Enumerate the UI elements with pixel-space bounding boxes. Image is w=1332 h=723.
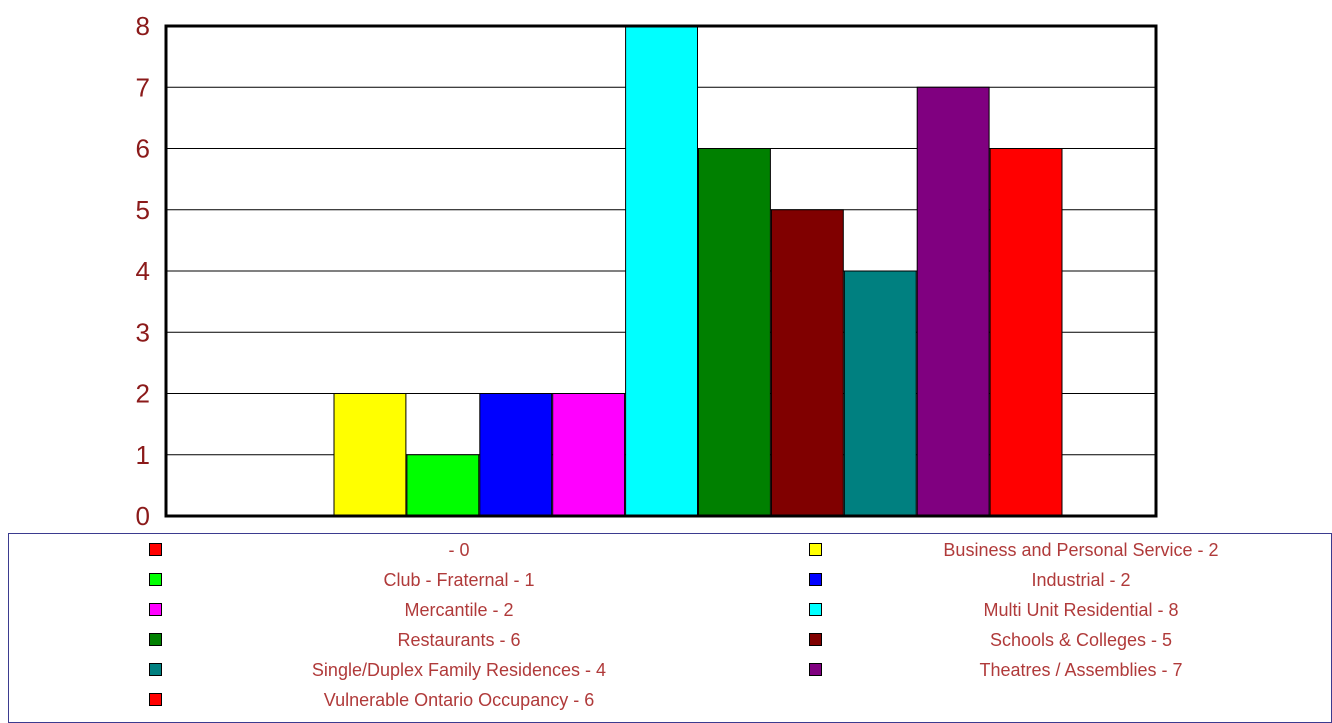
legend-item: Single/Duplex Family Residences - 4 xyxy=(9,660,669,690)
legend-swatch xyxy=(809,603,822,616)
bar xyxy=(917,87,989,516)
legend-item: Vulnerable Ontario Occupancy - 6 xyxy=(9,690,669,720)
legend-swatch xyxy=(809,663,822,676)
legend-swatch xyxy=(149,663,162,676)
bar xyxy=(990,149,1062,517)
bar xyxy=(407,455,479,516)
y-tick-label: 4 xyxy=(136,256,150,286)
y-tick-label: 5 xyxy=(136,195,150,225)
legend-item: Industrial - 2 xyxy=(671,570,1331,600)
legend-item: Business and Personal Service - 2 xyxy=(671,540,1331,570)
legend-label: Restaurants - 6 xyxy=(259,630,659,651)
legend-item: Club - Fraternal - 1 xyxy=(9,570,669,600)
y-tick-label: 8 xyxy=(136,11,150,41)
legend-item: Restaurants - 6 xyxy=(9,630,669,660)
bar xyxy=(699,149,771,517)
legend-label: Single/Duplex Family Residences - 4 xyxy=(259,660,659,681)
y-tick-label: 6 xyxy=(136,134,150,164)
legend: - 0 Business and Personal Service - 2 Club… xyxy=(8,533,1332,723)
y-tick-label: 2 xyxy=(136,379,150,409)
y-tick-label: 7 xyxy=(136,72,150,102)
y-tick-label: 3 xyxy=(136,317,150,347)
legend-label: Mercantile - 2 xyxy=(259,600,659,621)
legend-item: Mercantile - 2 xyxy=(9,600,669,630)
legend-swatch xyxy=(809,543,822,556)
legend-swatch xyxy=(149,543,162,556)
y-tick-label: 0 xyxy=(136,501,150,531)
bar xyxy=(626,26,698,516)
legend-label: Multi Unit Residential - 8 xyxy=(881,600,1281,621)
legend-label: Business and Personal Service - 2 xyxy=(881,540,1281,561)
legend-label: Theatres / Assemblies - 7 xyxy=(881,660,1281,681)
bar xyxy=(553,394,625,517)
bar-chart: 0 1 2 3 4 5 6 7 8 xyxy=(0,0,1332,535)
legend-label: - 0 xyxy=(259,540,659,561)
bar xyxy=(771,210,843,516)
legend-label: Vulnerable Ontario Occupancy - 6 xyxy=(259,690,659,711)
y-tick-label: 1 xyxy=(136,440,150,470)
legend-item: Theatres / Assemblies - 7 xyxy=(671,660,1331,690)
legend-label: Industrial - 2 xyxy=(881,570,1281,591)
bar xyxy=(480,394,552,517)
legend-item: Multi Unit Residential - 8 xyxy=(671,600,1331,630)
bar xyxy=(334,394,406,517)
legend-swatch xyxy=(149,603,162,616)
legend-swatch xyxy=(149,633,162,646)
bar xyxy=(844,271,916,516)
legend-swatch xyxy=(809,573,822,586)
legend-swatch xyxy=(149,573,162,586)
legend-swatch xyxy=(149,693,162,706)
legend-item: Schools & Colleges - 5 xyxy=(671,630,1331,660)
legend-swatch xyxy=(809,633,822,646)
legend-label: Club - Fraternal - 1 xyxy=(259,570,659,591)
y-axis-ticks: 0 1 2 3 4 5 6 7 8 xyxy=(136,11,150,531)
legend-item: - 0 xyxy=(9,540,669,570)
legend-label: Schools & Colleges - 5 xyxy=(881,630,1281,651)
